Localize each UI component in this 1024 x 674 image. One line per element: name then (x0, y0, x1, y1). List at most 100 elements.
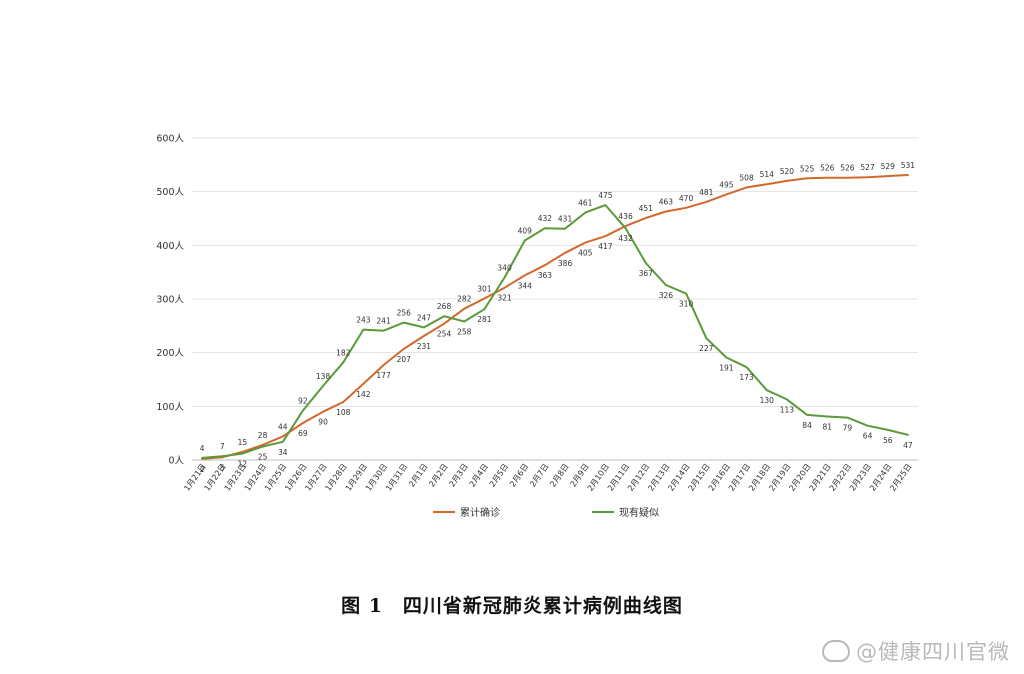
grid-lines (192, 137, 918, 461)
x-tick-label: 2月7日 (528, 462, 550, 489)
data-label-confirmed: 231 (417, 342, 432, 351)
data-label-confirmed: 15 (238, 438, 248, 447)
data-label-confirmed: 301 (477, 284, 492, 293)
x-tick-label: 2月1日 (407, 462, 429, 489)
data-label-confirmed: 207 (397, 355, 412, 364)
series-line-suspected (201, 204, 909, 459)
data-label-suspected: 173 (739, 373, 754, 382)
data-label-confirmed: 108 (336, 408, 351, 417)
data-label-suspected: 47 (903, 441, 913, 450)
data-label-confirmed: 526 (840, 164, 855, 173)
data-label-suspected: 243 (356, 316, 371, 325)
data-label-suspected: 7 (220, 442, 225, 451)
y-axis: 0人 100人 200人 300人 400人 500人 600人 (156, 134, 184, 467)
data-label-suspected: 64 (863, 432, 873, 441)
data-label-suspected: 182 (336, 348, 351, 357)
data-label-suspected: 258 (457, 328, 472, 337)
y-tick-label: 100人 (156, 402, 184, 413)
x-axis: 1月21日1月22日1月23日1月24日1月25日1月26日1月27日1月28日… (182, 462, 913, 493)
data-label-confirmed: 529 (881, 162, 896, 171)
data-label-confirmed: 282 (457, 295, 472, 304)
data-label-confirmed: 28 (258, 431, 268, 440)
data-label-suspected: 191 (719, 363, 734, 372)
data-label-confirmed: 463 (659, 198, 674, 207)
data-label-confirmed: 520 (780, 167, 795, 176)
legend-label: 累计确诊 (460, 506, 500, 519)
data-label-confirmed: 142 (356, 390, 371, 399)
y-tick-label: 400人 (156, 241, 184, 252)
data-label-suspected: 79 (843, 424, 853, 433)
data-label-confirmed: 254 (437, 330, 452, 339)
data-label-confirmed: 5 (220, 463, 225, 472)
data-label-confirmed: 525 (800, 164, 815, 173)
data-label-confirmed: 531 (901, 161, 916, 170)
figure-caption: 图 1 四川省新冠肺炎累计病例曲线图 (341, 595, 683, 617)
data-label-confirmed: 436 (618, 212, 633, 221)
data-label-suspected: 367 (639, 269, 654, 278)
data-label-confirmed: 363 (538, 271, 553, 280)
y-tick-label: 200人 (156, 348, 184, 359)
x-tick-label: 2月5日 (488, 462, 510, 489)
data-label-confirmed: 69 (298, 429, 308, 438)
data-label-suspected: 84 (802, 421, 812, 430)
data-label-suspected: 4 (200, 444, 205, 453)
data-label-confirmed: 470 (679, 194, 694, 203)
data-label-suspected: 81 (822, 423, 832, 432)
watermark-text: @健康四川官微 (856, 640, 1010, 664)
data-label-suspected: 138 (316, 372, 331, 381)
data-label-suspected: 432 (618, 234, 633, 243)
data-label-confirmed: 508 (739, 173, 754, 182)
data-label-suspected: 247 (417, 313, 432, 322)
data-labels: 2 4 5 7 15 12 28 25 44 34 69 92 90 138 108 182 142 243 177… (200, 161, 916, 474)
data-label-confirmed: 321 (497, 294, 512, 303)
series-line-confirmed (201, 174, 909, 460)
data-label-suspected: 310 (679, 300, 694, 309)
x-tick-label: 2月8日 (548, 462, 570, 489)
data-label-confirmed: 451 (639, 204, 654, 213)
legend: 累计确诊 现有疑似 (433, 506, 659, 519)
data-label-suspected: 25 (258, 453, 268, 462)
data-label-confirmed: 495 (719, 180, 734, 189)
series-lines (201, 174, 909, 460)
data-label-suspected: 461 (578, 199, 593, 208)
data-label-confirmed: 344 (518, 281, 533, 290)
data-label-confirmed: 386 (558, 259, 573, 268)
x-tick-label: 2月6日 (508, 462, 530, 489)
data-label-suspected: 268 (437, 302, 452, 311)
data-label-suspected: 92 (298, 397, 308, 406)
data-label-confirmed: 417 (598, 242, 613, 251)
data-label-suspected: 56 (883, 436, 893, 445)
data-label-suspected: 113 (780, 405, 795, 414)
data-label-suspected: 340 (497, 264, 512, 273)
data-label-suspected: 256 (397, 309, 412, 318)
data-label-suspected: 475 (598, 191, 613, 200)
data-label-confirmed: 527 (860, 163, 875, 172)
data-label-confirmed: 514 (760, 170, 775, 179)
data-label-suspected: 241 (376, 317, 391, 326)
data-label-confirmed: 526 (820, 164, 835, 173)
data-label-confirmed: 405 (578, 249, 593, 258)
weibo-icon (822, 640, 850, 662)
data-label-suspected: 130 (760, 396, 775, 405)
data-label-suspected: 227 (699, 344, 714, 353)
y-tick-label: 600人 (156, 134, 184, 145)
y-tick-label: 500人 (156, 187, 184, 198)
data-label-confirmed: 481 (699, 188, 714, 197)
watermark: @健康四川官微 (822, 636, 1010, 666)
data-label-suspected: 432 (538, 214, 553, 223)
data-label-confirmed: 90 (318, 418, 328, 427)
data-label-confirmed: 2 (200, 465, 205, 474)
y-tick-label: 300人 (156, 295, 184, 306)
data-label-suspected: 12 (238, 460, 248, 469)
data-label-suspected: 431 (558, 215, 573, 224)
x-tick-label: 2月4日 (468, 462, 490, 489)
x-tick-label: 2月3日 (447, 462, 469, 489)
data-label-confirmed: 177 (376, 371, 391, 380)
x-tick-label: 2月2日 (427, 462, 449, 489)
data-label-suspected: 326 (659, 291, 674, 300)
data-label-suspected: 281 (477, 315, 492, 324)
y-tick-label: 0人 (168, 456, 184, 467)
data-label-suspected: 34 (278, 448, 288, 457)
data-label-confirmed: 44 (278, 422, 288, 431)
